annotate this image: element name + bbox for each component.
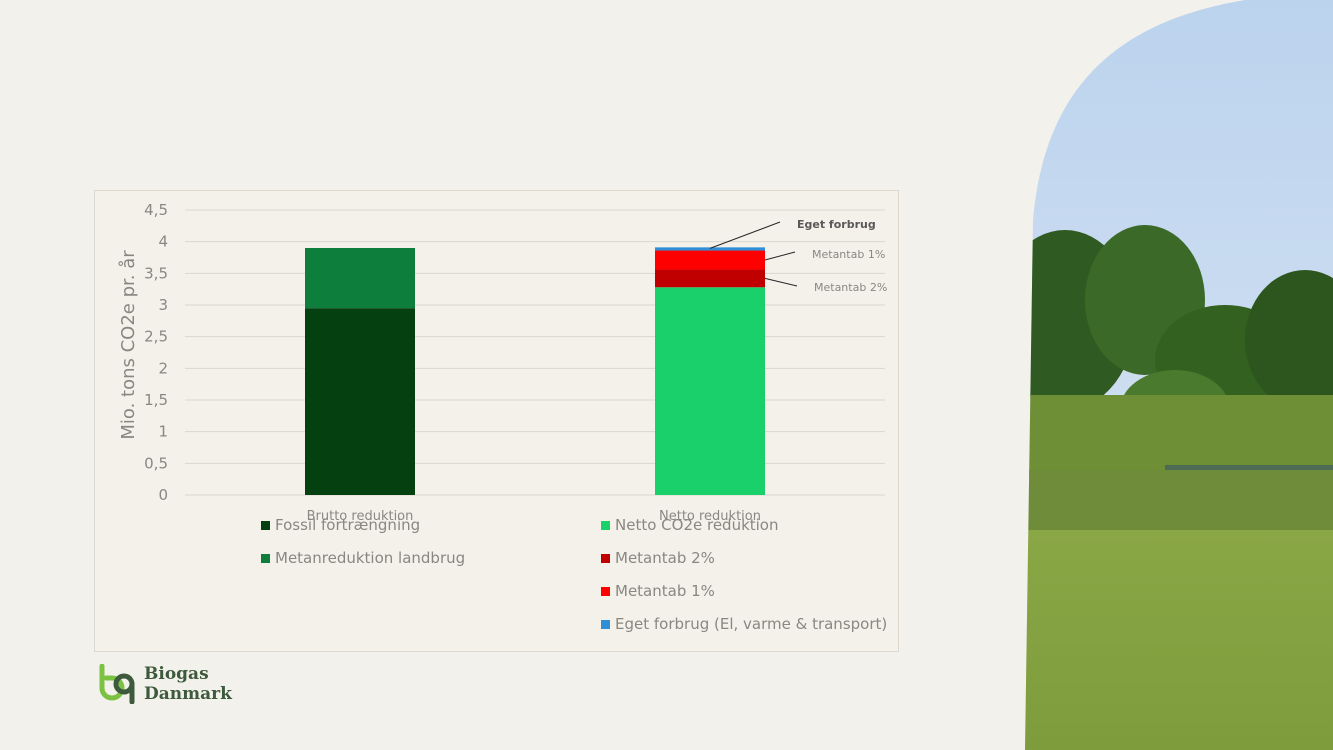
annotation-label: Metantab 2% [814, 281, 887, 294]
legend-swatch-netto [601, 520, 610, 530]
legend-swatch-metanreduktion [261, 553, 270, 563]
legend-label-metantab-1: Metantab 1% [615, 582, 715, 600]
logo-text: Biogas Danmark [144, 664, 232, 704]
legend-item-metantab-2: Metantab 2% [601, 549, 715, 567]
landscape-photo [1025, 0, 1333, 750]
chart-panel: 0 0,5 1 1,5 2 2,5 3 3,5 4 4,5 Brutto reduktion Net… [94, 190, 899, 652]
y-tick-label: 1,5 [144, 391, 168, 409]
annotation-label: Metantab 1% [812, 248, 885, 261]
legend-item-metantab-1: Metantab 1% [601, 582, 715, 600]
biogas-logo-icon [99, 664, 135, 704]
legend-swatch-fossil [261, 520, 270, 530]
y-tick-label: 3,5 [144, 264, 168, 282]
legend-item-eget-forbrug: Eget forbrug (El, varme & transport) [601, 615, 887, 633]
legend-swatch-metantab-1 [601, 586, 610, 596]
annotation-leader-line [764, 251, 796, 261]
legend-label-eget-forbrug: Eget forbrug (El, varme & transport) [615, 615, 888, 633]
y-tick-label: 2 [158, 359, 168, 377]
logo-text-line2: Danmark [144, 684, 232, 704]
legend-label-metanreduktion: Metanreduktion landbrug [275, 549, 466, 567]
chart-svg: 0 0,5 1 1,5 2 2,5 3 3,5 4 4,5 Brutto reduktion Net… [118, 201, 887, 524]
legend-item-metanreduktion: Metanreduktion landbrug [261, 549, 465, 567]
y-tick-label: 0 [158, 486, 168, 504]
legend-item-fossil: Fossil fortrængning [261, 516, 420, 534]
y-tick-label: 2,5 [144, 328, 168, 346]
legend-swatch-metantab-2 [601, 553, 610, 563]
legend-item-netto: Netto CO2e reduktion [601, 516, 779, 534]
legend-swatch-eget-forbrug [601, 619, 610, 629]
biogas-danmark-logo: Biogas Danmark [96, 664, 232, 704]
y-tick-label: 0,5 [144, 454, 168, 472]
y-tick-label: 4,5 [144, 201, 168, 219]
annotation-leader-line [709, 221, 781, 249]
bar-segment-2-1 [655, 287, 765, 495]
bar-segment-0-0 [305, 308, 415, 495]
x-category-label: Netto reduktion [659, 509, 761, 524]
logo-text-line1: Biogas [144, 664, 209, 684]
bar-segment-5-1 [655, 247, 765, 251]
y-axis-label: Mio. tons CO2e pr. år [118, 250, 139, 440]
annotation-leader-line [764, 277, 798, 287]
legend-label-metantab-2: Metantab 2% [615, 549, 715, 567]
y-tick-label: 1 [158, 423, 168, 441]
annotation-label: Eget forbrug [797, 218, 876, 231]
y-tick-label: 4 [158, 233, 168, 251]
legend-label-netto: Netto CO2e reduktion [615, 516, 779, 534]
legend-label-fossil: Fossil fortrængning [275, 516, 421, 534]
bar-segment-3-1 [655, 269, 765, 288]
bar-segment-4-1 [655, 250, 765, 270]
bar-segment-1-0 [305, 248, 415, 309]
x-category-label: Brutto reduktion [307, 509, 414, 524]
y-tick-label: 3 [158, 296, 168, 314]
